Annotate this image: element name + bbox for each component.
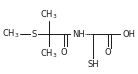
- Text: O: O: [60, 48, 67, 57]
- Text: CH$_3$: CH$_3$: [40, 48, 58, 60]
- Text: OH: OH: [122, 30, 135, 39]
- Text: SH: SH: [87, 60, 99, 69]
- Text: CH$_3$: CH$_3$: [40, 8, 58, 21]
- Text: S: S: [32, 30, 37, 39]
- Text: CH$_3$: CH$_3$: [2, 28, 20, 40]
- Text: O: O: [104, 48, 111, 57]
- Text: NH: NH: [72, 30, 85, 39]
